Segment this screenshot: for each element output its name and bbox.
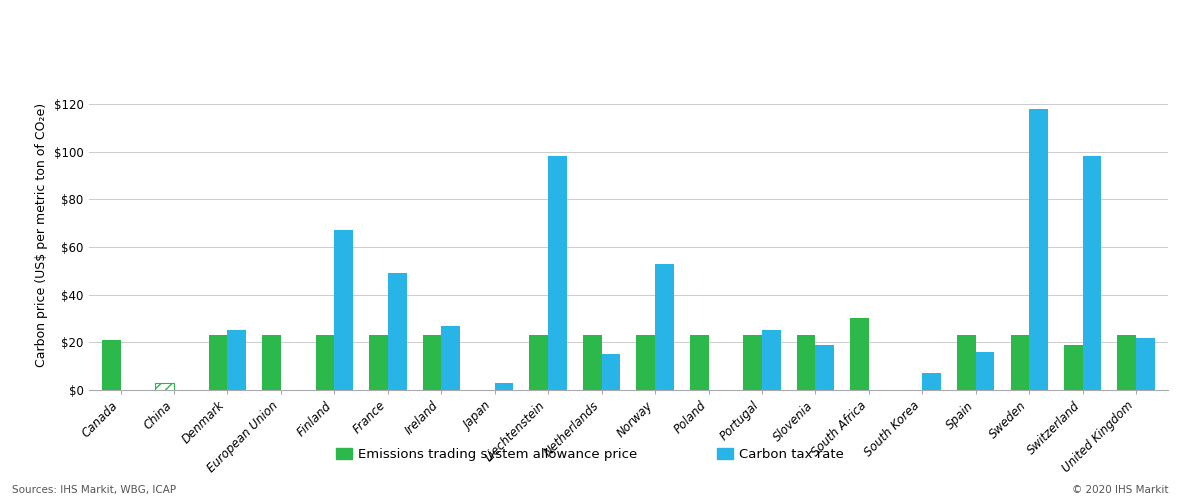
Bar [228, 330, 247, 390]
Bar [316, 335, 334, 390]
Bar [1136, 338, 1155, 390]
Bar [655, 264, 674, 390]
Bar [334, 230, 353, 390]
Bar [530, 335, 549, 390]
Bar [743, 335, 762, 390]
Bar [156, 383, 173, 390]
Bar [1029, 108, 1048, 390]
Bar [636, 335, 655, 390]
Bar [101, 340, 120, 390]
Text: © 2020 IHS Markit: © 2020 IHS Markit [1071, 485, 1168, 495]
Bar [422, 335, 441, 390]
Legend: Emissions trading system allowance price, Carbon tax rate: Emissions trading system allowance price… [330, 442, 850, 466]
Bar [850, 318, 868, 390]
Bar [957, 335, 976, 390]
Bar [209, 335, 228, 390]
Bar [690, 335, 708, 390]
Bar [796, 335, 815, 390]
Bar [494, 383, 513, 390]
Bar [441, 326, 460, 390]
Bar [976, 352, 995, 390]
Bar [1010, 335, 1029, 390]
Bar [262, 335, 281, 390]
Bar [815, 344, 834, 390]
Bar [583, 335, 602, 390]
Bar [1064, 344, 1083, 390]
Bar [602, 354, 621, 390]
Bar [1117, 335, 1136, 390]
Text: Sources: IHS Markit, WBG, ICAP: Sources: IHS Markit, WBG, ICAP [12, 485, 176, 495]
Bar [923, 374, 940, 390]
Bar [1083, 156, 1101, 390]
Bar [388, 273, 407, 390]
Text: Select national carbon pricing systems, 1H2020: Select national carbon pricing systems, … [14, 23, 577, 43]
Bar [369, 335, 388, 390]
Y-axis label: Carbon price (US$ per metric ton of CO₂e): Carbon price (US$ per metric ton of CO₂e… [35, 103, 48, 367]
Bar [762, 330, 781, 390]
Bar [549, 156, 566, 390]
